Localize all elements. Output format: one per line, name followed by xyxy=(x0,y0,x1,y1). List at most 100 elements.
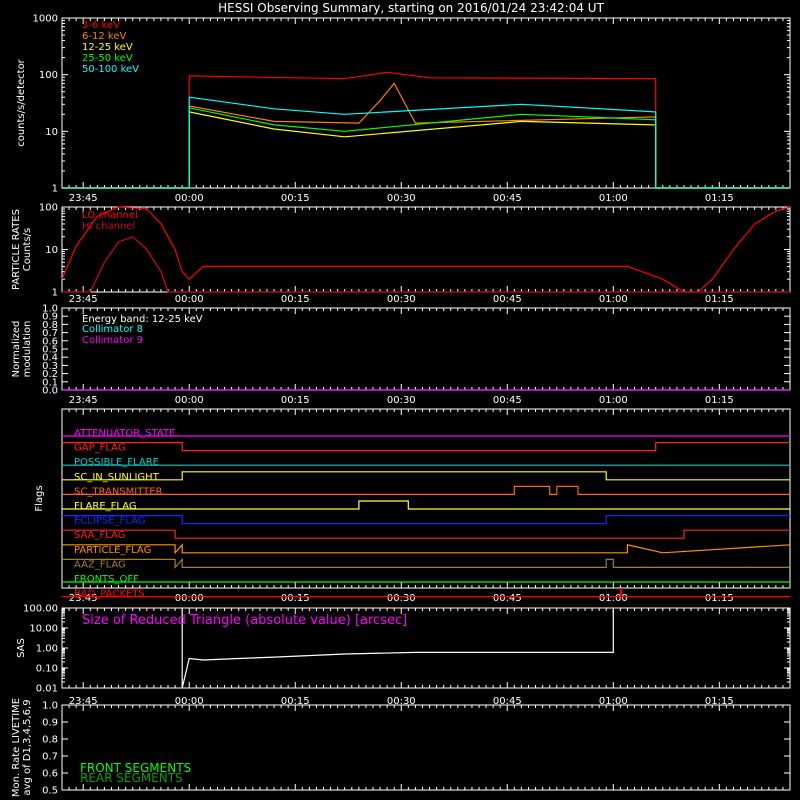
flags-x-tick-label: 00:45 xyxy=(493,593,522,604)
modulation-y-tick-label: 0.1 xyxy=(42,377,58,388)
modulation-y-tick-label: 0.0 xyxy=(42,386,58,397)
modulation-x-tick-label: 00:15 xyxy=(281,395,310,406)
sas-series-0 xyxy=(181,608,614,689)
flag-label: POSSIBLE_FLARE xyxy=(74,457,159,468)
counts-y-tick-label: 100 xyxy=(39,70,58,81)
livetime-y-tick-label: 0.7 xyxy=(42,752,58,763)
sas-y-axis-label: SAS xyxy=(16,638,27,658)
sas-x-tick-label: 01:00 xyxy=(599,696,628,707)
sas-y-tick-label: 100.00 xyxy=(23,604,58,615)
counts-y-tick-label: 1 xyxy=(52,184,58,195)
livetime-legend-entry: REAR SEGMENTS xyxy=(80,771,183,785)
livetime-y-tick-label: 0.8 xyxy=(42,735,58,746)
flag-label: SAA_FLAG xyxy=(74,530,125,541)
modulation-y-tick-label: 0.2 xyxy=(42,369,58,380)
particle-y-axis-label: Counts/s xyxy=(22,228,33,272)
particle-series-1 xyxy=(62,236,790,293)
particle-series-0 xyxy=(61,206,791,293)
flags-x-tick-label: 01:15 xyxy=(705,593,734,604)
modulation-legend-entry: Collimator 9 xyxy=(82,335,143,346)
particle-x-tick-label: 00:00 xyxy=(175,294,204,305)
counts-y-tick-label: 10 xyxy=(45,127,58,138)
flags-x-tick-label: 23:45 xyxy=(69,593,98,604)
counts-y-axis-label: counts/s/detector xyxy=(16,58,27,146)
particle-legend-entry: LO channel xyxy=(82,210,138,221)
particle-x-tick-label: 23:45 xyxy=(69,294,98,305)
particle-x-tick-label: 01:15 xyxy=(705,294,734,305)
particle-y-tick-label: 100 xyxy=(39,203,58,214)
flag-label: ATTENUATOR_STATE xyxy=(74,428,175,439)
flag-line-8 xyxy=(62,543,791,555)
livetime-y-axis-label: Mon. Rate LIVETIME xyxy=(11,698,22,797)
modulation-y-tick-label: 0.4 xyxy=(42,353,58,364)
flags-x-tick-label: 00:30 xyxy=(387,593,416,604)
particle-y-tick-label: 10 xyxy=(45,245,58,256)
modulation-y-axis-label: modulation xyxy=(22,321,33,378)
flag-label: FLARE_FLAG xyxy=(74,501,137,512)
sas-x-tick-label: 23:45 xyxy=(69,696,98,707)
flag-line-5 xyxy=(62,500,790,510)
modulation-x-tick-label: 01:15 xyxy=(705,395,734,406)
modulation-x-tick-label: 00:00 xyxy=(175,395,204,406)
flag-label: PARTICLE_FLAG xyxy=(74,545,151,556)
modulation-y-tick-label: 0.7 xyxy=(42,328,58,339)
counts-legend-entry: 25-50 keV xyxy=(82,53,133,64)
counts-axes-frame xyxy=(61,17,791,189)
particle-axes-frame xyxy=(61,206,791,293)
modulation-x-tick-label: 23:45 xyxy=(69,395,98,406)
flag-line-4 xyxy=(62,485,790,495)
flags-y-axis-label: Flags xyxy=(34,485,45,511)
flag-label: FRONTS_OFF xyxy=(74,574,139,585)
panel-sas: 23:45 00:00 00:15 00:30 00:45 01:00 01:15 0.01 0… xyxy=(16,604,791,707)
particle-legend-entry: HI channel xyxy=(82,221,135,232)
flags-x-tick-label: 01:00 xyxy=(599,593,628,604)
sas-x-tick-label: 00:15 xyxy=(281,696,310,707)
flags-x-tick-label: 00:00 xyxy=(175,593,204,604)
counts-legend-entry: 3-6 keV xyxy=(82,20,120,31)
sas-x-tick-label: 01:15 xyxy=(705,696,734,707)
panel-flags: 23:45 00:00 00:15 00:30 00:45 01:00 01:15 Flags… xyxy=(34,408,791,604)
flag-label: SC_TRANSMITTER xyxy=(74,486,163,497)
counts-x-tick-label: 01:15 xyxy=(705,193,734,204)
modulation-y-tick-label: 0.3 xyxy=(42,361,58,372)
flag-line-9 xyxy=(62,557,790,569)
counts-legend-entry: 12-25 keV xyxy=(82,42,133,53)
flag-line-3 xyxy=(62,471,790,481)
modulation-y-tick-label: 1.0 xyxy=(42,304,58,315)
sas-x-tick-label: 00:45 xyxy=(493,696,522,707)
panel-modulation: 23:45 00:00 00:15 00:30 00:45 01:00 01:150.00.… xyxy=(11,304,791,406)
modulation-x-tick-label: 01:00 xyxy=(599,395,628,406)
livetime-y-tick-label: 0.5 xyxy=(42,786,58,797)
livetime-legend-entry: FRONT SEGMENTS xyxy=(80,761,191,775)
sas-y-tick-label: 0.10 xyxy=(36,664,58,675)
counts-series-4 xyxy=(62,96,790,189)
counts-x-tick-label: 00:45 xyxy=(493,193,522,204)
modulation-annotation: Energy band: 12-25 keV xyxy=(82,314,203,325)
livetime-y-tick-label: 0.9 xyxy=(42,718,58,729)
flags-x-tick-label: 00:15 xyxy=(281,593,310,604)
modulation-y-axis-label: Normalized xyxy=(11,321,22,378)
modulation-y-tick-label: 0.6 xyxy=(42,336,58,347)
counts-x-tick-label: 00:15 xyxy=(281,193,310,204)
panel-particle: 23:45 00:00 00:15 00:30 00:45 01:00 01:15 1 10 10… xyxy=(11,203,791,305)
flag-line-7 xyxy=(62,529,790,539)
livetime-y-tick-label: 0.6 xyxy=(42,769,58,780)
flag-label: GAP_FLAG xyxy=(74,443,126,454)
counts-series-1 xyxy=(62,82,790,189)
counts-x-tick-label: 01:00 xyxy=(599,193,628,204)
counts-legend-entry: 6-12 keV xyxy=(82,31,126,42)
panel-livetime: 0.5 0.6 0.7 0.8 0.9 1.0 Mon. Rate LIVETIME avg … xyxy=(11,698,791,797)
sas-x-tick-label: 00:30 xyxy=(387,696,416,707)
modulation-legend-entry: Collimator 8 xyxy=(82,324,143,335)
modulation-y-tick-label: 0.5 xyxy=(42,345,58,356)
sas-x-tick-label: 00:00 xyxy=(175,696,204,707)
livetime-axes-frame xyxy=(61,704,791,791)
counts-y-tick-label: 1000 xyxy=(33,14,58,25)
particle-x-tick-label: 00:45 xyxy=(493,294,522,305)
flag-line-1 xyxy=(62,442,790,452)
livetime-y-tick-label: 1.0 xyxy=(42,701,58,712)
flag-label: AAZ_FLAG xyxy=(74,559,126,570)
particle-x-tick-label: 01:00 xyxy=(599,294,628,305)
counts-series-3 xyxy=(62,107,790,189)
